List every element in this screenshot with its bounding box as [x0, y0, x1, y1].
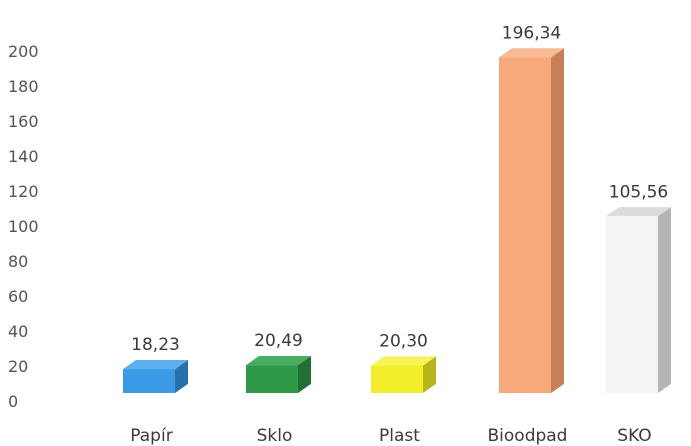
bar-papír [123, 359, 188, 393]
bar-top [246, 356, 311, 366]
data-labels: 18,23 20,49 20,30 196,34 105,56 [131, 23, 668, 355]
y-tick-label: 200 [8, 42, 39, 61]
y-tick-label: 120 [8, 182, 39, 201]
x-tick-label: SKO [617, 426, 651, 446]
y-tick-label: 80 [8, 252, 28, 271]
data-label: 18,23 [131, 335, 180, 355]
bar-front [123, 369, 175, 393]
bar-front [371, 365, 423, 393]
y-tick-label: 160 [8, 112, 39, 131]
y-tick-label: 40 [8, 322, 28, 341]
bar-top [606, 207, 671, 217]
data-label: 20,49 [254, 331, 303, 351]
bar-front [499, 57, 551, 393]
bar-side [658, 207, 671, 393]
bar-side [175, 359, 188, 393]
bar-sklo [246, 356, 311, 393]
bar-side [298, 356, 311, 393]
x-tick-label: Papír [130, 426, 172, 446]
y-tick-label: 60 [8, 287, 28, 306]
x-axis: Papír Sklo Plast Bioodpad SKO [130, 426, 651, 446]
bar-bioodpad [499, 48, 564, 394]
x-tick-label: Bioodpad [488, 426, 568, 446]
y-tick-label: 20 [8, 357, 28, 376]
bar-side [551, 48, 564, 394]
bar-top [123, 359, 188, 370]
y-tick-label: 100 [8, 217, 39, 236]
bar-side [423, 356, 436, 393]
data-label: 105,56 [609, 182, 668, 202]
x-tick-label: Plast [379, 426, 420, 446]
x-tick-label: Sklo [257, 426, 293, 446]
bars [123, 48, 671, 394]
bar-plast [371, 356, 436, 393]
bar-front [606, 216, 658, 393]
bar-front [246, 365, 298, 393]
y-tick-label: 180 [8, 77, 39, 96]
y-axis: 0 20 40 60 80 100 120 140 160 180 200 [8, 42, 39, 411]
y-tick-label: 140 [8, 147, 39, 166]
bar-sko [606, 207, 671, 393]
bar-top [371, 356, 436, 366]
data-label: 196,34 [502, 23, 561, 43]
bar-top [499, 48, 564, 58]
data-label: 20,30 [379, 331, 428, 351]
y-tick-label: 0 [8, 392, 18, 411]
